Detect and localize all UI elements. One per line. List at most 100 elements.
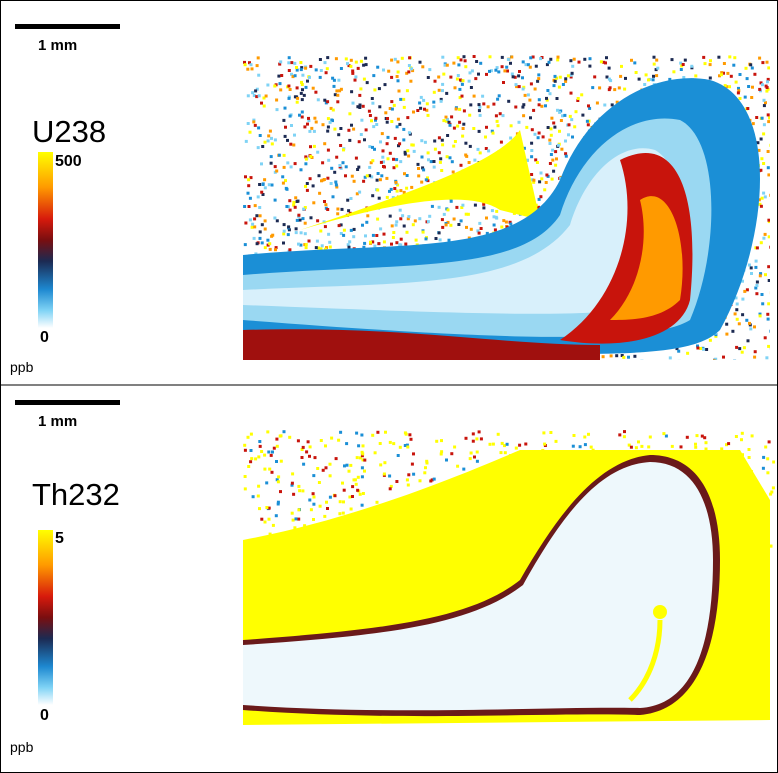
- speck: [267, 517, 271, 521]
- speck: [293, 526, 297, 530]
- speck: [391, 196, 395, 200]
- speck: [257, 126, 261, 130]
- speck: [389, 484, 393, 488]
- speck: [426, 176, 429, 180]
- speck: [311, 86, 315, 90]
- speck: [643, 83, 647, 86]
- speck: [437, 88, 441, 92]
- speck: [385, 176, 389, 180]
- speck: [392, 157, 395, 161]
- speck: [268, 242, 272, 246]
- speck: [371, 194, 375, 198]
- speck: [450, 115, 454, 119]
- speck: [762, 162, 766, 165]
- speck: [492, 223, 496, 227]
- speck: [758, 274, 762, 278]
- speck: [607, 77, 611, 81]
- speck: [390, 242, 393, 246]
- speck: [769, 544, 773, 548]
- speck: [761, 83, 764, 87]
- speck: [767, 120, 770, 124]
- speck: [377, 196, 381, 200]
- speck: [488, 69, 491, 73]
- speck: [411, 143, 415, 147]
- speck: [651, 78, 655, 82]
- speck: [396, 60, 400, 64]
- speck: [434, 237, 438, 240]
- speck: [615, 100, 619, 104]
- speck: [253, 123, 257, 127]
- speck: [424, 237, 428, 241]
- speck: [288, 114, 292, 118]
- speck: [442, 72, 446, 76]
- speck: [464, 212, 468, 216]
- speck: [394, 223, 398, 227]
- speck: [541, 135, 545, 139]
- speck: [507, 99, 511, 103]
- speck: [588, 64, 592, 68]
- speck: [391, 236, 395, 239]
- speck: [243, 63, 247, 67]
- speck: [347, 128, 351, 132]
- speck: [258, 134, 262, 137]
- speck: [769, 193, 770, 197]
- speck: [429, 479, 433, 483]
- speck: [601, 355, 605, 359]
- speck: [441, 225, 445, 229]
- speck: [741, 279, 744, 283]
- speck: [268, 247, 272, 251]
- speck: [346, 62, 349, 66]
- speck: [342, 233, 346, 237]
- speck: [346, 198, 350, 202]
- speck: [363, 138, 366, 142]
- speck: [258, 236, 262, 240]
- speck: [587, 104, 590, 108]
- speck: [379, 463, 383, 467]
- speck: [583, 57, 587, 61]
- speck: [266, 139, 270, 143]
- speck: [395, 480, 399, 483]
- speck: [759, 137, 763, 141]
- speck: [348, 112, 352, 116]
- speck: [755, 246, 759, 250]
- speck: [291, 518, 295, 522]
- speck: [433, 139, 437, 143]
- speck: [275, 478, 279, 482]
- speck: [475, 437, 479, 441]
- speck: [765, 60, 769, 64]
- speck: [571, 444, 575, 448]
- speck: [358, 190, 362, 194]
- speck: [301, 73, 305, 77]
- speck: [757, 198, 761, 202]
- speck: [275, 460, 278, 463]
- speck: [416, 162, 420, 166]
- speck: [359, 59, 363, 63]
- speck: [699, 347, 703, 350]
- speck: [349, 197, 353, 200]
- speck: [461, 127, 465, 130]
- speck: [494, 68, 498, 72]
- speck: [324, 203, 328, 207]
- speck: [260, 190, 264, 194]
- speck: [315, 239, 319, 243]
- speck: [521, 105, 525, 109]
- speck: [406, 445, 410, 449]
- speck: [303, 524, 307, 528]
- speck: [605, 75, 609, 79]
- speck: [257, 455, 261, 459]
- speck: [328, 240, 332, 244]
- speck: [360, 466, 364, 470]
- speck: [555, 76, 559, 80]
- speck: [723, 84, 727, 88]
- speck: [455, 77, 459, 81]
- speck: [351, 71, 355, 75]
- speck: [491, 442, 495, 446]
- speck: [454, 107, 458, 111]
- speck: [258, 440, 262, 443]
- speck: [766, 80, 769, 84]
- speck: [249, 176, 253, 180]
- speck: [343, 464, 346, 468]
- speck: [529, 82, 533, 86]
- speck: [522, 146, 526, 150]
- speck: [765, 356, 769, 360]
